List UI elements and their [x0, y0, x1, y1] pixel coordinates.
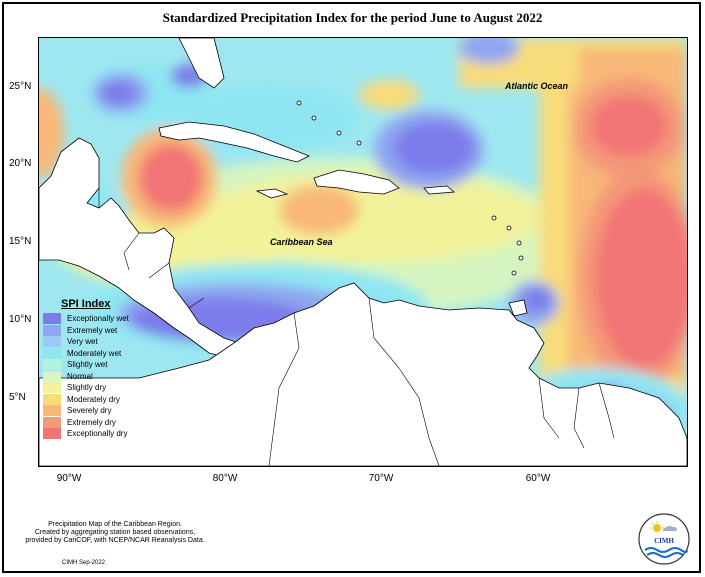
lon-tick-label: 70°W — [368, 473, 394, 484]
legend-label: Exceptionally dry — [67, 429, 128, 439]
lat-tick-label: 25°N — [9, 81, 32, 92]
cimh-logo-icon: CIMH — [638, 513, 690, 565]
legend-item: Severely dry — [43, 405, 173, 417]
legend-swatch — [43, 324, 61, 336]
legend-swatch — [43, 393, 61, 405]
legend-label: Very wet — [67, 337, 98, 347]
legend-swatch — [43, 382, 61, 394]
legend-swatch — [43, 313, 61, 325]
land-cuba — [158, 121, 310, 163]
land-central-america — [39, 137, 240, 359]
credit-line: Created by aggregating station based obs… — [34, 529, 196, 536]
legend-swatch — [43, 359, 61, 371]
lat-tick-label: 5°N — [9, 392, 26, 403]
legend-item: Exceptionally wet — [43, 313, 173, 325]
lon-tick-label: 80°W — [212, 473, 238, 484]
credit-date: CIMH Sep-2022 — [62, 560, 106, 566]
legend-item: Slightly dry — [43, 382, 173, 394]
legend-item: Very wet — [43, 336, 173, 348]
legend-label: Extremely wet — [67, 325, 118, 335]
spi-legend: SPI Index Exceptionally wet Extremely wet… — [43, 298, 173, 440]
caribbean-sea-label: Caribbean Sea — [270, 237, 333, 247]
land-south-america — [39, 282, 687, 466]
legend-label: Slightly dry — [67, 383, 107, 393]
land-puerto-rico — [423, 185, 455, 195]
credit-line: Precipitation Map of the Caribbean Regio… — [48, 521, 182, 528]
legend-title: SPI Index — [61, 298, 111, 310]
lat-tick-label: 15°N — [9, 236, 32, 247]
legend-swatch — [43, 405, 61, 417]
legend-swatch — [43, 336, 61, 348]
map-title: Standardized Precipitation Index for the… — [162, 10, 543, 25]
legend-item: Extremely dry — [43, 416, 173, 429]
land-jamaica — [255, 188, 289, 199]
legend-label: Normal — [67, 371, 93, 381]
land-florida — [178, 38, 225, 89]
lat-tick-label: 10°N — [9, 314, 32, 325]
legend-label: Extremely dry — [67, 417, 116, 427]
legend-swatch — [43, 416, 61, 428]
land-masses — [39, 38, 687, 466]
spi-map-canvas — [39, 38, 687, 466]
legend-label: Exceptionally wet — [67, 314, 129, 324]
legend-items: Exceptionally wet Extremely wet Very wet Mo… — [43, 313, 173, 440]
lon-tick-label: 90°W — [56, 473, 82, 484]
country-borders — [98, 188, 615, 466]
legend-item: Normal — [43, 370, 173, 383]
legend-item: Exceptionally dry — [43, 428, 173, 440]
legend-item: Moderately wet — [43, 347, 173, 360]
legend-swatch — [43, 428, 61, 440]
land-trinidad — [508, 299, 528, 317]
legend-label: Severely dry — [67, 406, 112, 416]
logo-text: CIMH — [654, 537, 674, 545]
legend-item: Slightly wet — [43, 359, 173, 371]
spi-map — [38, 37, 688, 467]
legend-label: Moderately dry — [67, 394, 120, 404]
spi-color-field — [39, 38, 687, 466]
legend-item: Moderately dry — [43, 393, 173, 406]
land-hispaniola — [313, 169, 400, 195]
legend-swatch — [43, 370, 61, 382]
legend-label: Slightly wet — [67, 360, 108, 370]
legend-item: Extremely wet — [43, 324, 173, 337]
lat-tick-label: 20°N — [9, 158, 32, 169]
legend-swatch — [43, 347, 61, 359]
credit-line: provided by CariCOF, with NCEP/NCAR Rean… — [25, 537, 205, 544]
atlantic-ocean-label: Atlantic Ocean — [505, 81, 569, 91]
credit-text: Precipitation Map of the Caribbean Regio… — [10, 521, 220, 545]
legend-label: Moderately wet — [67, 348, 122, 358]
lon-tick-label: 60°W — [525, 473, 551, 484]
